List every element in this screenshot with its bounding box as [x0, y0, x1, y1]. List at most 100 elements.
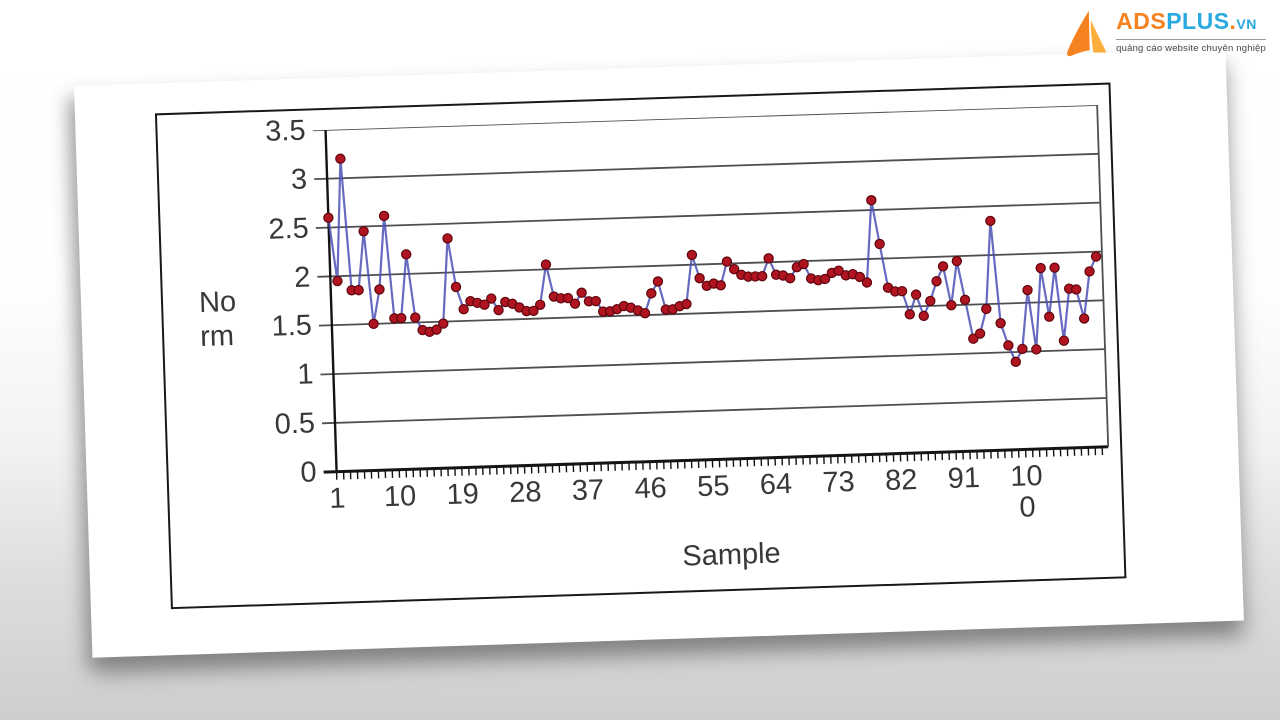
- brand-plus: PLUS: [1166, 8, 1230, 34]
- data-point-marker: [493, 304, 504, 316]
- y-tick-label: 2.5: [267, 212, 310, 246]
- data-point-marker: [486, 293, 497, 304]
- y-tick-label: 3.5: [264, 114, 307, 148]
- x-tick-label: 82: [884, 463, 918, 498]
- data-point-marker: [896, 285, 908, 297]
- data-point-marker: [374, 284, 385, 295]
- data-point-marker: [784, 272, 796, 284]
- data-point-marker: [1070, 284, 1082, 295]
- adsplus-watermark: ADSPLUS.VN quảng cáo website chuyên nghi…: [1060, 8, 1266, 58]
- data-point-marker: [925, 295, 936, 307]
- data-point-marker: [639, 307, 651, 319]
- brand-name: ADSPLUS.VN: [1116, 8, 1266, 37]
- data-point-marker: [438, 318, 449, 329]
- data-point-marker: [378, 210, 390, 222]
- data-point-marker: [1017, 343, 1028, 355]
- data-point-marker: [721, 256, 733, 267]
- data-point-marker: [576, 287, 587, 298]
- data-point-marker: [681, 298, 692, 310]
- data-point-marker: [968, 333, 979, 344]
- data-point-marker: [569, 298, 581, 309]
- data-point-marker: [874, 238, 885, 250]
- data-point-marker: [1035, 262, 1046, 274]
- document-page: No rm 3.5 3 2.5 2 1.5 1 0.5 0 1 10 19 28 37 46 55 64 73…: [74, 48, 1244, 658]
- brand-ads: ADS: [1116, 8, 1167, 34]
- x-tick-label: 28: [508, 476, 543, 510]
- data-point-marker: [1090, 251, 1102, 262]
- data-point-marker: [458, 304, 469, 315]
- data-point-marker: [918, 310, 929, 322]
- x-tick-label: 1: [328, 482, 347, 515]
- data-point-marker: [866, 195, 877, 206]
- y-axis-line: [324, 129, 338, 472]
- y-tick-label: 0.5: [274, 407, 316, 441]
- data-point-marker: [590, 295, 602, 307]
- data-point-marker: [353, 284, 364, 296]
- y-tick-label: 2: [293, 261, 311, 294]
- data-point-marker: [401, 249, 412, 260]
- data-point-marker: [1044, 311, 1055, 322]
- data-point-marker: [332, 275, 343, 287]
- data-point-marker: [694, 273, 705, 284]
- data-point-marker: [652, 276, 664, 287]
- gridline: [321, 397, 1107, 425]
- data-point-marker: [931, 276, 942, 287]
- data-point-marker: [442, 233, 453, 244]
- gridline: [312, 104, 1098, 132]
- data-point-marker: [910, 289, 922, 300]
- x-tick-label: 10 0: [1009, 459, 1044, 524]
- data-point-marker: [756, 270, 768, 282]
- data-series-line: [327, 157, 1098, 363]
- data-point-marker: [946, 299, 957, 311]
- data-point-marker: [1078, 313, 1090, 324]
- data-point-marker: [528, 305, 539, 317]
- data-point-marker: [833, 265, 844, 276]
- x-tick-label: 10: [383, 480, 417, 514]
- data-point-marker: [1031, 344, 1042, 355]
- data-point-marker: [479, 299, 490, 310]
- data-point-marker: [763, 253, 774, 264]
- x-axis-title: Sample: [681, 537, 782, 573]
- y-tick-label: 1: [296, 358, 314, 392]
- data-point-marker: [985, 215, 996, 227]
- data-point-marker: [450, 281, 462, 293]
- chart-frame: No rm 3.5 3 2.5 2 1.5 1 0.5 0 1 10 19 28 37 46 55 64 73…: [154, 82, 1127, 610]
- adsplus-logo-icon: [1067, 10, 1107, 57]
- data-point-marker: [951, 255, 963, 267]
- data-point-marker: [540, 259, 552, 270]
- data-point-marker: [904, 309, 916, 320]
- data-point-marker: [854, 271, 865, 283]
- brand-dot: .: [1229, 8, 1237, 34]
- data-point-marker: [728, 263, 740, 275]
- x-tick-label: 91: [947, 461, 981, 495]
- data-point-marker: [1010, 356, 1021, 368]
- x-tick-label: 46: [634, 472, 668, 506]
- x-tick-label: 37: [571, 474, 605, 508]
- data-point-marker: [819, 273, 831, 285]
- x-tick-label: 19: [446, 478, 480, 512]
- y-tick-label: 3: [290, 163, 308, 196]
- data-point-marker: [646, 288, 657, 299]
- data-point-marker: [562, 292, 574, 304]
- brand-vn: VN: [1236, 16, 1257, 32]
- data-point-marker: [861, 277, 873, 288]
- data-point-marker: [1058, 335, 1070, 346]
- data-point-marker: [1022, 284, 1033, 296]
- data-point-marker: [1049, 262, 1060, 273]
- data-point-marker: [396, 312, 407, 324]
- gridline: [314, 152, 1099, 181]
- data-point-marker: [981, 303, 992, 315]
- data-point-marker: [974, 328, 986, 339]
- plot-right-border: [1096, 104, 1110, 447]
- data-point-marker: [715, 280, 726, 291]
- x-tick-label: 64: [759, 468, 793, 502]
- adsplus-logo-text: ADSPLUS.VN quảng cáo website chuyên nghi…: [1116, 8, 1266, 54]
- data-point-marker: [323, 212, 334, 223]
- data-point-marker: [335, 153, 346, 164]
- data-point-marker: [1084, 266, 1095, 277]
- brand-tagline: quảng cáo website chuyên nghiệp: [1116, 39, 1266, 54]
- data-point-marker: [431, 324, 442, 335]
- data-point-marker: [686, 249, 698, 261]
- data-point-marker: [937, 261, 949, 272]
